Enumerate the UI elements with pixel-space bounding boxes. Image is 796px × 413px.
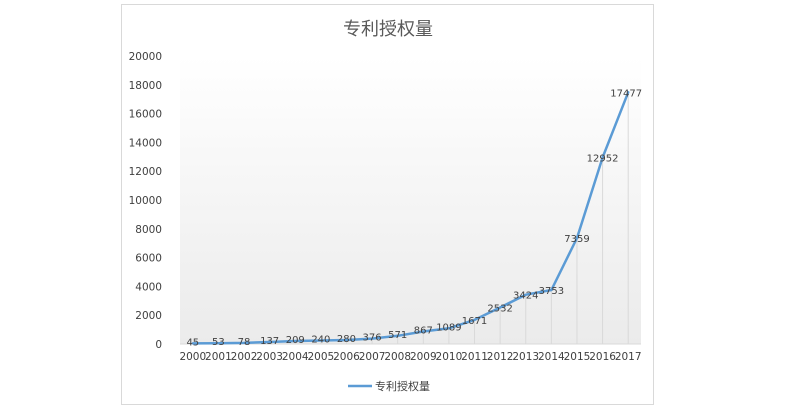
x-tick-label: 2009	[410, 351, 437, 363]
x-tick-label: 2001	[205, 351, 232, 363]
data-label: 78	[238, 337, 251, 348]
x-tick-label: 2011	[461, 351, 488, 363]
data-label: 1671	[462, 316, 487, 327]
data-label: 3753	[539, 286, 564, 297]
data-label: 1089	[436, 322, 461, 333]
x-tick-label: 2017	[615, 351, 642, 363]
x-tick-label: 2007	[359, 351, 386, 363]
x-tick-label: 2016	[589, 351, 616, 363]
data-label: 53	[212, 337, 225, 348]
y-tick-label: 8000	[135, 224, 162, 236]
data-label: 571	[388, 330, 407, 341]
data-label: 867	[414, 326, 433, 337]
x-tick-label: 2000	[179, 351, 206, 363]
x-tick-label: 2002	[231, 351, 258, 363]
data-label: 2532	[487, 304, 512, 315]
data-label: 209	[286, 335, 305, 346]
data-label: 3424	[513, 291, 538, 302]
data-label: 7359	[564, 234, 589, 245]
y-tick-label: 4000	[135, 281, 162, 293]
x-tick-label: 2010	[436, 351, 463, 363]
data-label: 12952	[587, 153, 619, 164]
x-tick-label: 2014	[538, 351, 565, 363]
y-tick-label: 12000	[129, 166, 162, 178]
x-tick-label: 2008	[384, 351, 411, 363]
data-label: 45	[186, 337, 199, 348]
data-label: 376	[363, 333, 382, 344]
chart-container: 0 2000 4000 6000 8000 10000 12000 14000 16000 180…	[121, 4, 654, 405]
x-tick-label: 2004	[282, 351, 309, 363]
x-tick-label: 2013	[512, 351, 539, 363]
y-tick-label: 10000	[129, 195, 162, 207]
y-tick-label: 18000	[129, 80, 162, 92]
series-line	[191, 91, 630, 345]
y-tick-label: 16000	[129, 109, 162, 121]
plot-area	[180, 56, 641, 344]
x-tick-label: 2006	[333, 351, 360, 363]
y-tick-label: 0	[155, 339, 162, 351]
line-chart: 0 2000 4000 6000 8000 10000 12000 14000 16000 180…	[129, 19, 643, 393]
x-tick-label: 2003	[256, 351, 283, 363]
data-label: 240	[311, 335, 330, 346]
legend: 专利授权量	[348, 379, 430, 393]
chart-title: 专利授权量	[343, 19, 433, 40]
y-tick-label: 14000	[129, 137, 162, 149]
y-tick-label: 2000	[135, 310, 162, 322]
x-tick-label: 2012	[487, 351, 514, 363]
data-label: 280	[337, 334, 356, 345]
data-label: 137	[260, 336, 279, 347]
y-tick-label: 20000	[129, 51, 162, 63]
data-label: 17477	[610, 88, 642, 99]
x-tick-label: 2005	[307, 351, 334, 363]
x-tick-label: 2015	[564, 351, 591, 363]
y-tick-label: 6000	[135, 253, 162, 265]
legend-label: 专利授权量	[375, 379, 430, 393]
